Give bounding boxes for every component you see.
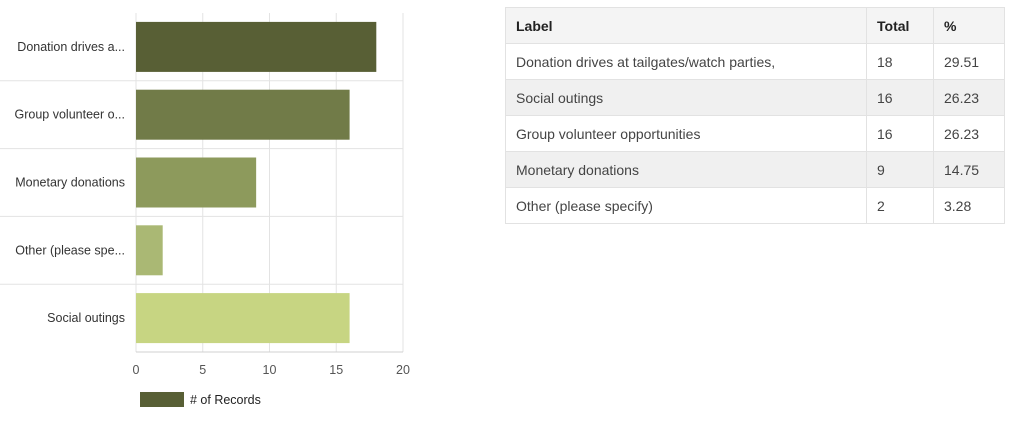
table-row: Social outings 16 26.23 xyxy=(505,79,1005,116)
x-tick-label: 20 xyxy=(396,363,410,377)
legend-label: # of Records xyxy=(190,393,261,407)
x-tick-label: 0 xyxy=(133,363,140,377)
row-label: Monetary donations xyxy=(505,151,867,188)
bar xyxy=(136,225,163,276)
row-percent: 26.23 xyxy=(933,79,1005,116)
header-label: Label xyxy=(505,7,867,44)
category-label: Social outings xyxy=(47,311,125,325)
x-tick-label: 15 xyxy=(329,363,343,377)
row-percent: 3.28 xyxy=(933,187,1005,224)
header-percent: % xyxy=(933,7,1005,44)
table-row: Donation drives at tailgates/watch parti… xyxy=(505,43,1005,80)
table-row: Monetary donations 9 14.75 xyxy=(505,151,1005,188)
row-total: 16 xyxy=(866,115,934,152)
legend-swatch xyxy=(140,392,184,407)
row-total: 18 xyxy=(866,43,934,80)
row-percent: 14.75 xyxy=(933,151,1005,188)
row-total: 2 xyxy=(866,187,934,224)
category-label: Monetary donations xyxy=(15,176,125,190)
bar xyxy=(136,293,350,344)
chart-canvas: Donation drives a... Group volunteer o...… xyxy=(0,13,410,407)
row-total: 16 xyxy=(866,79,934,116)
bar xyxy=(136,21,377,72)
row-label: Other (please specify) xyxy=(505,187,867,224)
category-label: Donation drives a... xyxy=(17,40,125,54)
table-row: Group volunteer opportunities 16 26.23 xyxy=(505,115,1005,152)
row-label: Group volunteer opportunities xyxy=(505,115,867,152)
data-table: Label Total % Donation drives at tailgat… xyxy=(505,7,1005,224)
row-label: Social outings xyxy=(505,79,867,116)
row-percent: 29.51 xyxy=(933,43,1005,80)
header-total: Total xyxy=(866,7,934,44)
table-header-row: Label Total % xyxy=(505,7,1005,44)
row-total: 9 xyxy=(866,151,934,188)
category-label: Other (please spe... xyxy=(15,243,125,257)
bar xyxy=(136,157,257,208)
row-percent: 26.23 xyxy=(933,115,1005,152)
table-row: Other (please specify) 2 3.28 xyxy=(505,187,1005,224)
category-label: Group volunteer o... xyxy=(15,108,125,122)
bar xyxy=(136,89,350,140)
x-tick-label: 10 xyxy=(263,363,277,377)
x-tick-label: 5 xyxy=(199,363,206,377)
row-label: Donation drives at tailgates/watch parti… xyxy=(505,43,867,80)
bar-chart: Donation drives a... Group volunteer o...… xyxy=(0,0,480,428)
